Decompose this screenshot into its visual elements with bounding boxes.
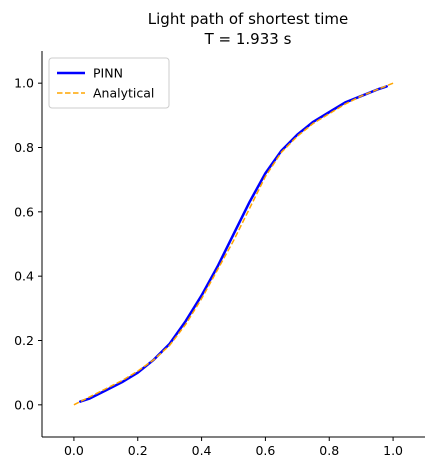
legend: PINN Analytical — [48, 57, 170, 109]
y-tick-label: 0.6 — [14, 204, 34, 219]
ticks: 0.0 0.2 0.4 0.6 0.8 1.0 0.0 0.2 0.4 0.6 0.8 1.0 — [14, 76, 403, 458]
y-tick-label: 0.4 — [14, 269, 34, 284]
y-tick-label: 0.8 — [14, 140, 34, 155]
x-tick-label: 1.0 — [383, 443, 403, 458]
plot-area — [73, 82, 394, 406]
x-tick-label: 0.2 — [128, 443, 148, 458]
series-line-analytical — [73, 82, 394, 406]
chart-subtitle: T = 1.933 s — [204, 30, 292, 48]
y-tick-label: 1.0 — [14, 76, 34, 91]
x-tick-label: 0.8 — [319, 443, 339, 458]
legend-label-pinn: PINN — [93, 66, 123, 81]
axes — [41, 51, 425, 438]
chart-title: Light path of shortest time — [148, 10, 348, 28]
legend-box — [48, 57, 170, 109]
x-tick-label: 0.0 — [64, 443, 84, 458]
x-tick-label: 0.6 — [255, 443, 275, 458]
y-tick-label: 0.0 — [14, 397, 34, 412]
legend-label-analytical: Analytical — [93, 86, 154, 101]
y-tick-label: 0.2 — [14, 333, 34, 348]
series-line-pinn — [79, 85, 388, 403]
x-tick-label: 0.4 — [192, 443, 212, 458]
